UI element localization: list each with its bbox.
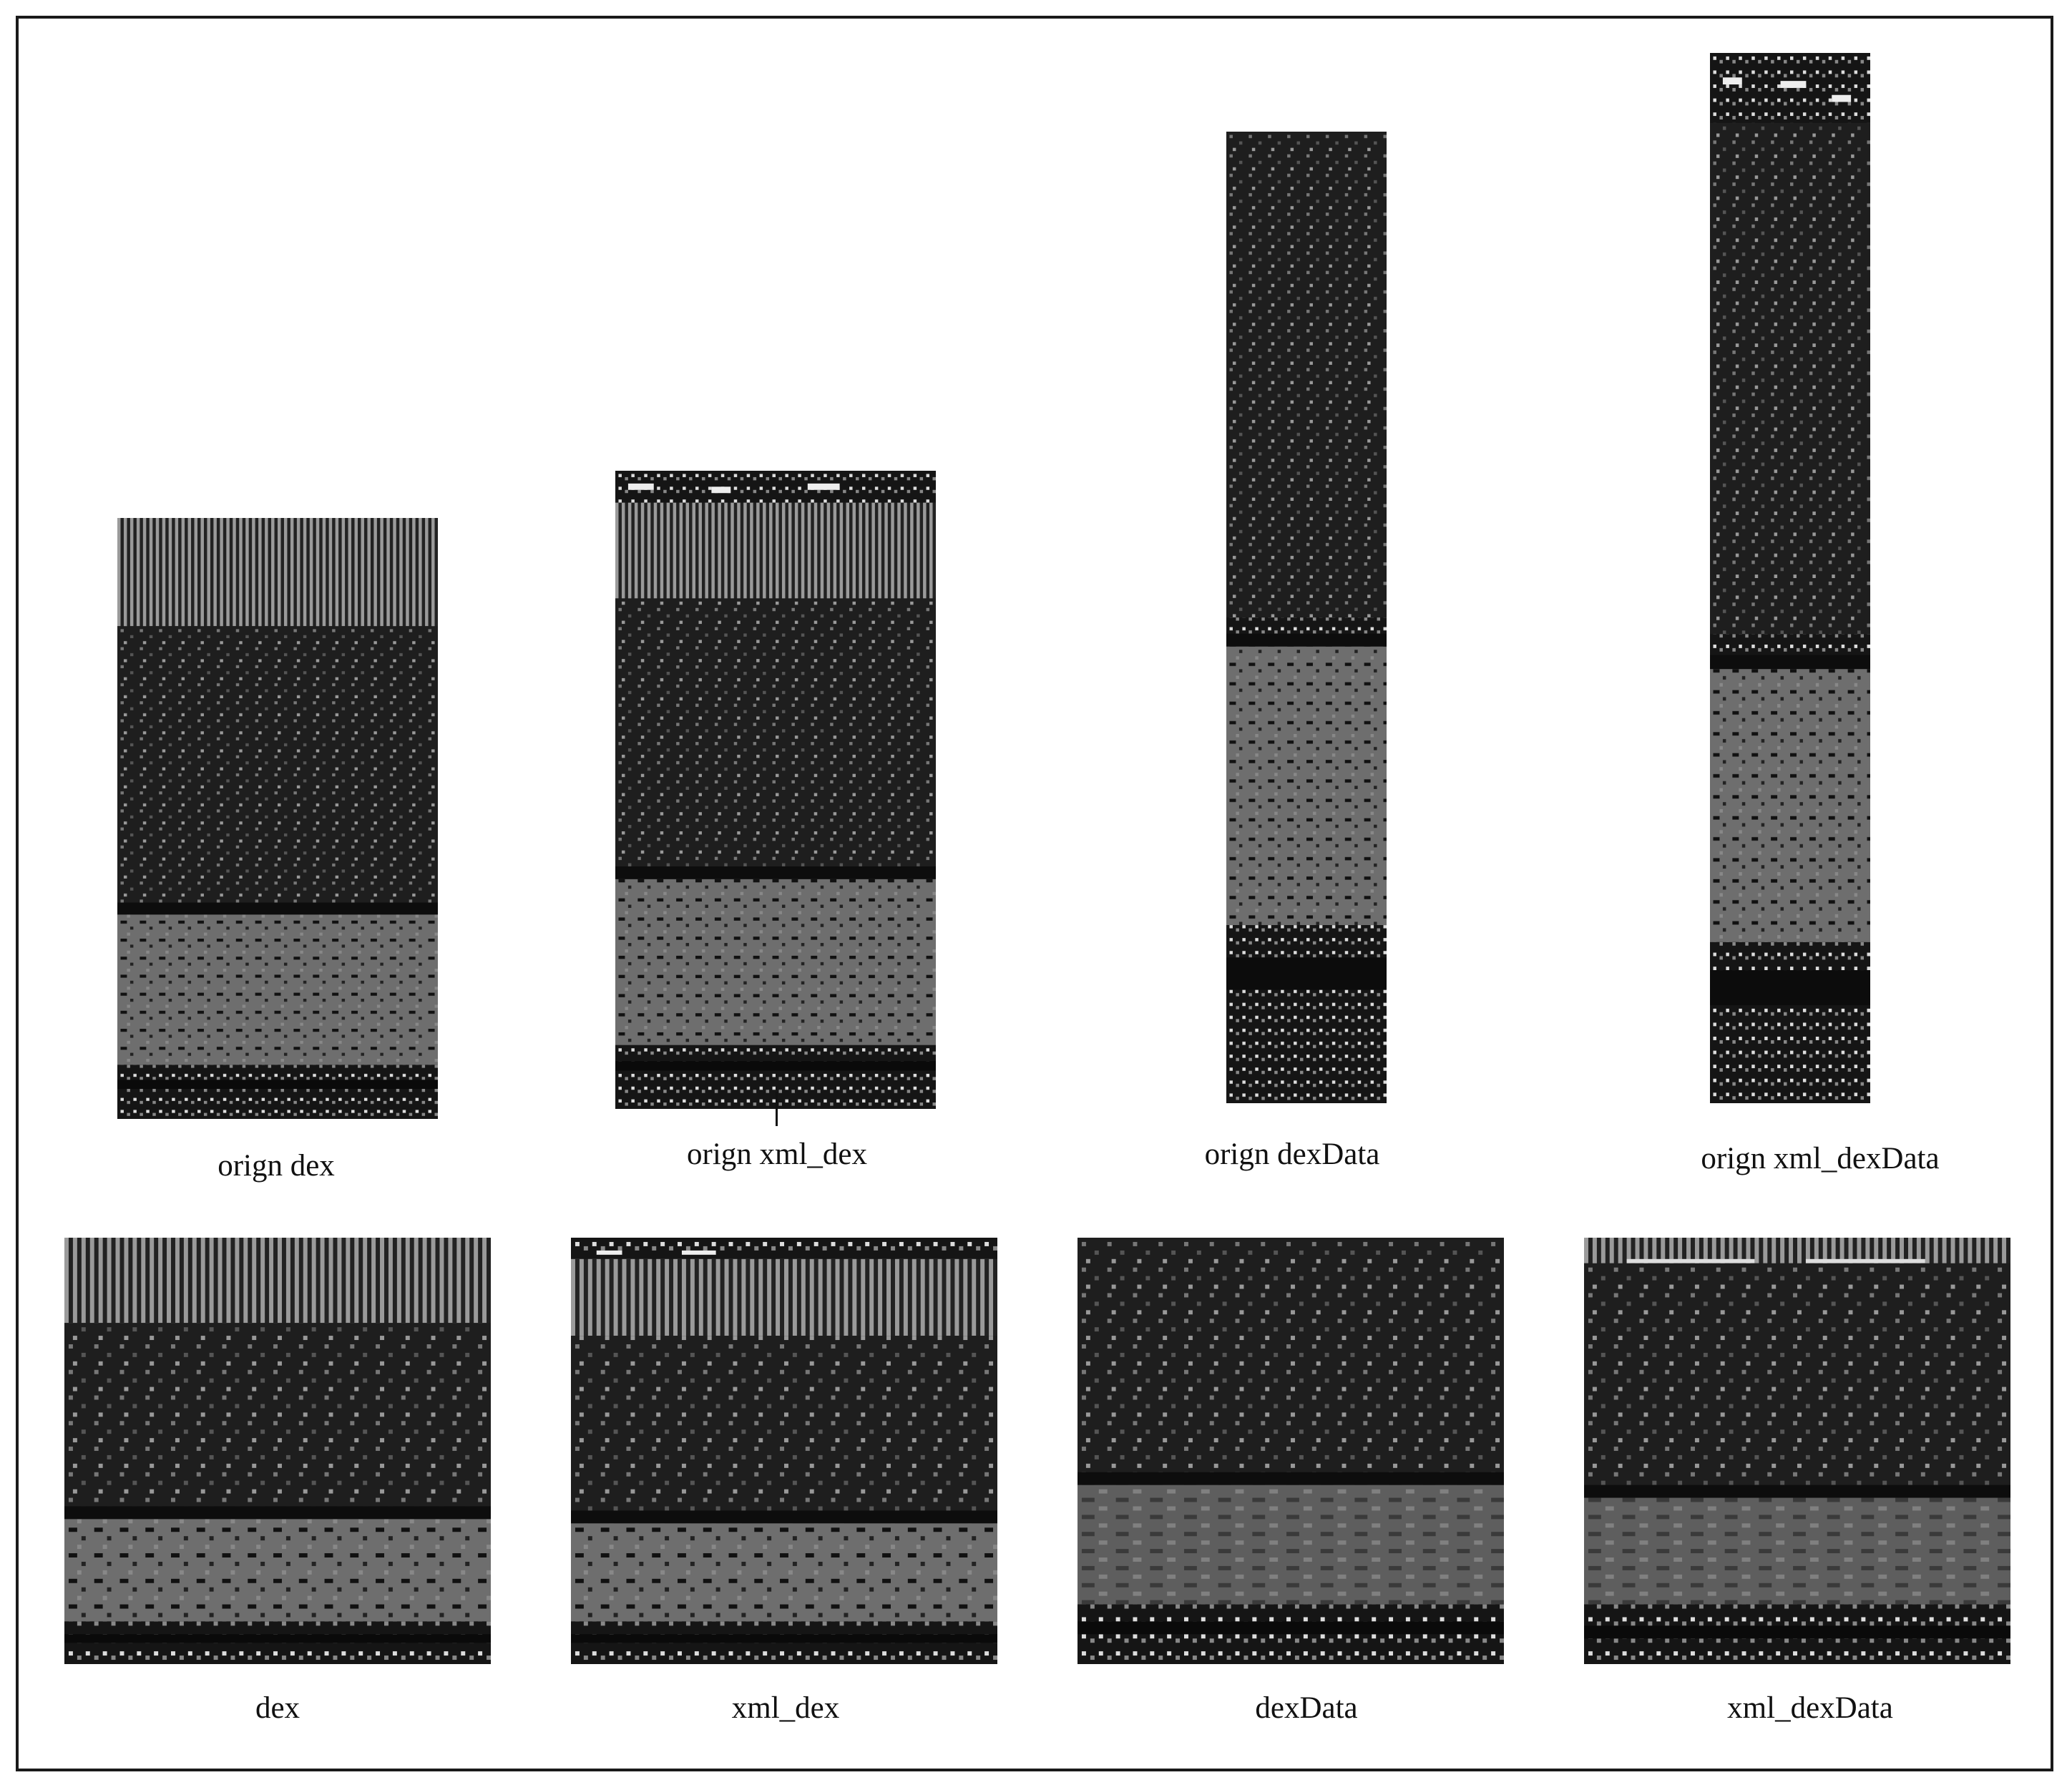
dexData-image (1077, 1238, 1504, 1664)
figure-frame: orign dex orign xml_dex orign dexData (16, 16, 2053, 1771)
dex-image (64, 1238, 491, 1664)
xml-dexData-image (1584, 1238, 2010, 1664)
orign-dex-image (117, 518, 438, 1119)
xml-dex-image (571, 1238, 997, 1664)
caption-orign-xml-dex: orign xml_dex (687, 1138, 867, 1171)
caption-xml-dexData: xml_dexData (1727, 1691, 1893, 1725)
caption-orign-dex: orign dex (218, 1149, 335, 1183)
caption-dexData: dexData (1255, 1691, 1358, 1725)
caption-orign-dexData: orign dexData (1204, 1138, 1380, 1171)
orign-dexData-image (1226, 132, 1387, 1103)
caption-xml-dex: xml_dex (731, 1691, 840, 1725)
orign-xml-dexData-image (1710, 53, 1870, 1103)
caption-orign-xml-dexData: orign xml_dexData (1701, 1142, 1940, 1175)
orign-xml-dex-image (615, 471, 936, 1109)
caption-dex: dex (255, 1691, 300, 1725)
caption-pointer-line (776, 1092, 778, 1126)
